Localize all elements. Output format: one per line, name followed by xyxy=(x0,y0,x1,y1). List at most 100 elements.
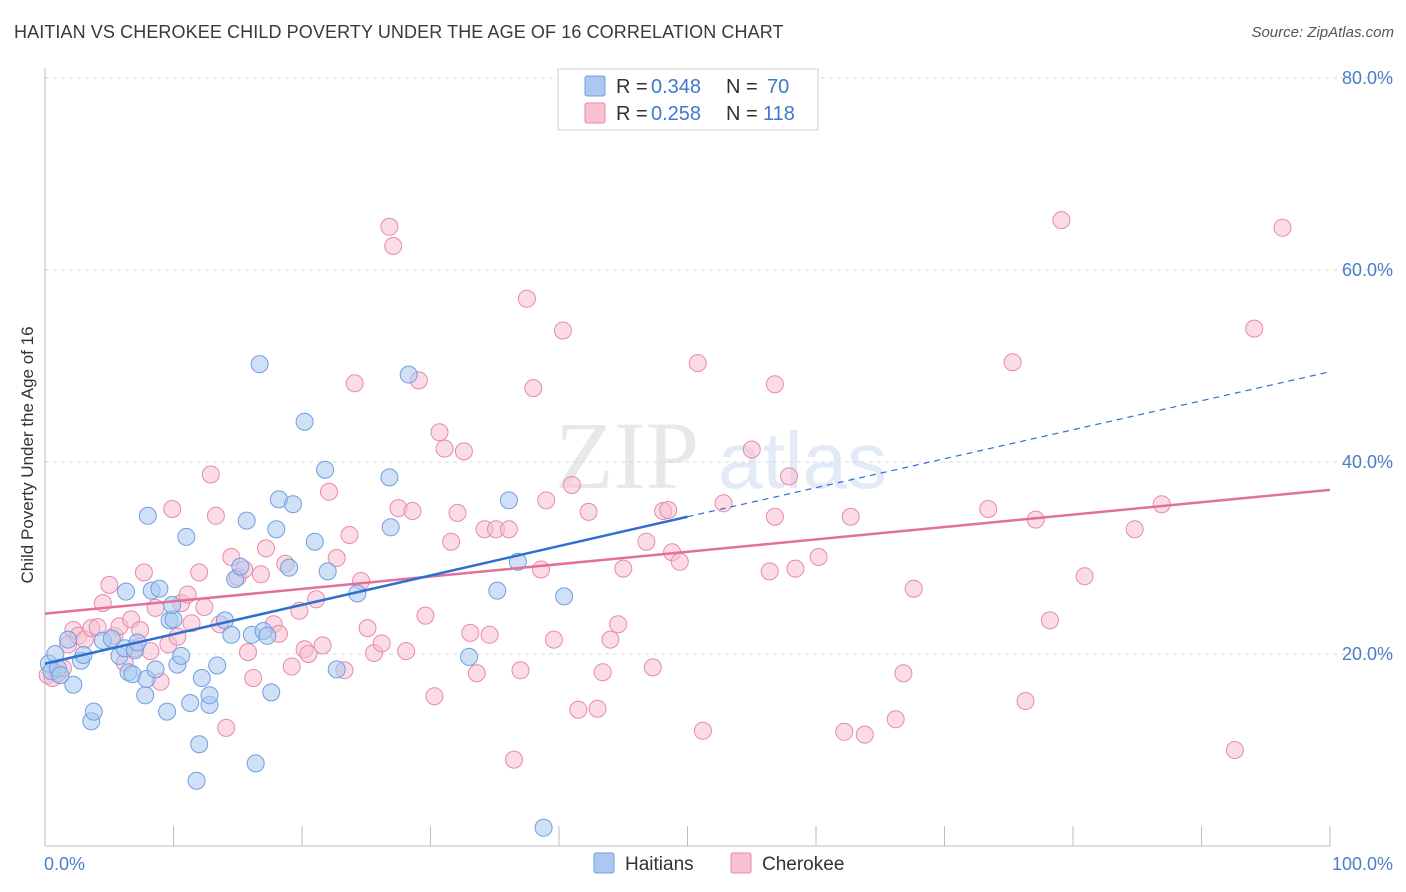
cherokee-point xyxy=(206,506,225,525)
cherokee-point xyxy=(511,661,530,680)
cherokee-point xyxy=(742,440,761,459)
legend-row-cherokee: R = 0.258 N = 118 xyxy=(616,103,795,125)
haitian-point xyxy=(200,686,219,705)
legend-n-label: N = xyxy=(726,76,763,98)
haitian-point xyxy=(192,669,211,687)
y-tick-label: 80.0% xyxy=(1342,68,1393,88)
cherokee-point xyxy=(372,634,391,653)
haitian-point xyxy=(138,506,157,525)
legend-n-value: 118 xyxy=(763,103,795,125)
legend: R = 0.348 N = 70 R = 0.258 N = 118 xyxy=(557,68,819,131)
haitian-point xyxy=(150,579,169,598)
cherokee-point xyxy=(1125,520,1144,539)
haitian-point xyxy=(163,596,182,614)
cherokee-point xyxy=(637,532,656,551)
legend-row-haitians: R = 0.348 N = 70 xyxy=(616,76,789,98)
haitian-point xyxy=(318,562,337,581)
haitian-point xyxy=(460,647,479,666)
axes xyxy=(44,68,1331,847)
cherokee-point xyxy=(384,237,403,255)
cherokee-point xyxy=(134,563,153,582)
cherokee-point xyxy=(467,664,486,683)
haitian-point xyxy=(305,532,324,551)
cherokee-trend-line xyxy=(44,488,1331,615)
cherokee-point xyxy=(380,217,399,236)
cherokee-point xyxy=(1003,353,1022,372)
haitian-point xyxy=(172,646,191,665)
cherokee-point xyxy=(517,289,536,308)
cherokee-point xyxy=(1040,611,1059,630)
cherokee-point xyxy=(313,636,332,655)
bottom-legend-label-cherokee: Cherokee xyxy=(762,854,844,875)
haitian-point xyxy=(246,754,265,773)
cherokee-point xyxy=(244,669,263,687)
cherokee-point xyxy=(760,562,779,581)
legend-r-value: 0.348 xyxy=(651,76,701,98)
haitian-point xyxy=(51,666,70,685)
cherokee-point xyxy=(693,721,712,740)
cherokee-point xyxy=(1273,218,1292,237)
cherokee-point xyxy=(835,722,854,741)
cherokee-point xyxy=(195,598,214,616)
haitian-point xyxy=(258,626,277,645)
cherokee-point xyxy=(182,614,201,633)
cherokee-point xyxy=(448,503,467,522)
cherokee-point xyxy=(340,526,359,544)
watermark-zip: ZIP xyxy=(555,402,699,509)
chart-title: HAITIAN VS CHEROKEE CHILD POVERTY UNDER … xyxy=(14,22,784,42)
cherokee-point xyxy=(609,615,628,634)
cherokee-point xyxy=(765,375,784,394)
cherokee-point xyxy=(217,718,236,737)
cherokee-point xyxy=(809,548,828,566)
haitian-point xyxy=(280,558,299,577)
cherokee-point xyxy=(786,559,805,578)
haitian-point xyxy=(158,702,177,721)
haitian-point xyxy=(64,675,83,694)
haitian-point xyxy=(181,694,200,712)
cherokee-point xyxy=(688,354,707,373)
cherokee-point xyxy=(320,482,338,501)
cherokee-point xyxy=(435,439,454,458)
cherokee-point xyxy=(588,699,607,718)
legend-r-label: R = xyxy=(616,76,653,98)
legend-r-label: R = xyxy=(616,103,653,125)
tick-labels: 20.0% 40.0% 60.0% 80.0% 0.0% 100.0% xyxy=(44,68,1393,874)
cherokee-point xyxy=(425,687,444,706)
source-credit: Source: ZipAtlas.com xyxy=(1251,24,1394,41)
haitian-point xyxy=(327,660,346,679)
cherokee-point xyxy=(579,502,598,521)
legend-swatch-haitians xyxy=(584,75,606,97)
watermark: ZIP atlas xyxy=(555,402,887,509)
y-tick-label: 20.0% xyxy=(1342,644,1393,664)
legend-n-value: 70 xyxy=(767,76,789,98)
haitian-point xyxy=(380,468,399,487)
haitian-point xyxy=(499,491,518,510)
haitian-point xyxy=(190,735,209,754)
cherokee-point xyxy=(1075,567,1094,586)
haitian-point xyxy=(284,495,302,514)
cherokee-point xyxy=(765,507,784,526)
bottom-legend-swatch-cherokee xyxy=(730,852,752,874)
cherokee-point xyxy=(780,467,798,486)
haitian-point xyxy=(177,527,196,546)
cherokee-point xyxy=(430,423,449,442)
cherokee-point xyxy=(894,664,913,683)
y-tick-label: 40.0% xyxy=(1342,452,1393,472)
haitian-point xyxy=(262,683,281,702)
cherokee-point xyxy=(569,700,588,719)
cherokee-point xyxy=(524,379,543,398)
haitian-point xyxy=(237,511,256,530)
haitian-point xyxy=(146,660,165,679)
cherokee-point xyxy=(416,606,435,625)
x-tick-label: 0.0% xyxy=(44,854,85,874)
cherokee-point xyxy=(190,563,209,582)
cherokee-point xyxy=(553,321,572,340)
cherokee-point xyxy=(537,491,556,510)
haitian-point xyxy=(295,412,314,431)
cherokee-point xyxy=(327,549,346,567)
bottom-legend-swatch-haitians xyxy=(593,852,615,874)
haitian-point xyxy=(187,771,206,790)
cherokee-point xyxy=(499,520,518,539)
cherokee-point xyxy=(454,442,473,461)
